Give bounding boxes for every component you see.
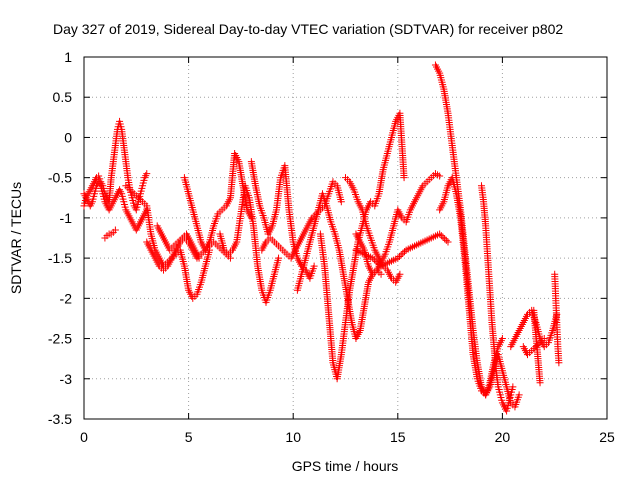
data-point [111, 226, 119, 234]
data-point [444, 238, 452, 246]
data-point [555, 359, 563, 367]
series-s06 [153, 222, 203, 262]
y-tick-labels: 1 0.5 0 -0.5 -1 -1.5 -2 -2.5 -3 -3.5 [48, 49, 72, 427]
series-s02 [80, 178, 151, 234]
data-point [498, 335, 506, 343]
series-s12 [316, 109, 408, 383]
data-point-fill [397, 251, 405, 259]
data-point [436, 230, 444, 238]
x-tick-label: 20 [495, 429, 511, 445]
data-point [509, 383, 517, 391]
data-point [377, 270, 385, 278]
data-point-fill [441, 235, 449, 243]
series-s11 [293, 190, 385, 343]
y-tick-label: -1 [60, 210, 73, 226]
y-tick-label: 1 [64, 49, 72, 65]
x-tick-label: 0 [80, 429, 88, 445]
data-point [310, 262, 318, 270]
series-s19 [507, 306, 561, 351]
y-tick-label: 0 [64, 129, 72, 145]
series-s03 [101, 226, 119, 242]
data-point-fill [370, 256, 378, 264]
y-tick-label: -1.5 [48, 250, 72, 266]
y-tick-label: -2 [60, 290, 73, 306]
y-tick-label: -3 [60, 371, 73, 387]
y-axis-label: SDTVAR / TECUs [8, 182, 24, 294]
data-point [275, 254, 283, 262]
series-s20 [519, 335, 548, 359]
data-point-fill [399, 249, 407, 257]
series-s01 [80, 117, 151, 214]
series-s15 [352, 230, 452, 270]
chart-title: Day 327 of 2019, Sidereal Day-to-day VTE… [53, 21, 563, 37]
series-s21 [551, 270, 563, 367]
x-tick-label: 15 [390, 429, 406, 445]
data-point [400, 174, 408, 182]
data-point-fill [375, 261, 383, 269]
data-point [226, 254, 234, 262]
data-point-fill [372, 257, 380, 265]
y-tick-label: -3.5 [48, 411, 72, 427]
data-point [515, 391, 523, 399]
series-s10 [258, 178, 345, 262]
data-point [369, 254, 377, 262]
data-point-fill [437, 232, 445, 240]
y-tick-label: 0.5 [53, 89, 73, 105]
x-tick-labels: 0 5 10 15 20 25 [80, 429, 615, 445]
series-s22 [530, 306, 544, 387]
data-point [436, 172, 444, 180]
data-point [396, 270, 404, 278]
data-point-fill [400, 248, 408, 256]
data-point [540, 335, 548, 343]
axis-ticks [83, 56, 608, 420]
data-point-fill [395, 253, 403, 261]
data-point [195, 254, 203, 262]
data-point-fill [374, 259, 382, 267]
x-tick-label: 10 [285, 429, 301, 445]
y-tick-label: -0.5 [48, 170, 72, 186]
data-marks [80, 61, 563, 415]
data-point [394, 254, 402, 262]
data-point-fill [439, 233, 447, 241]
data-point [143, 170, 151, 178]
data-point [536, 379, 544, 387]
x-tick-label: 5 [185, 429, 193, 445]
series-s08 [216, 182, 283, 306]
data-point [337, 198, 345, 206]
series-s13 [342, 174, 404, 286]
series-s18 [477, 182, 517, 415]
series-s14 [352, 170, 444, 278]
x-axis-label: GPS time / hours [292, 458, 399, 474]
x-tick-label: 25 [599, 429, 615, 445]
y-tick-label: -2.5 [48, 331, 72, 347]
data-point-fill [442, 236, 450, 244]
plot-frame [83, 56, 608, 420]
